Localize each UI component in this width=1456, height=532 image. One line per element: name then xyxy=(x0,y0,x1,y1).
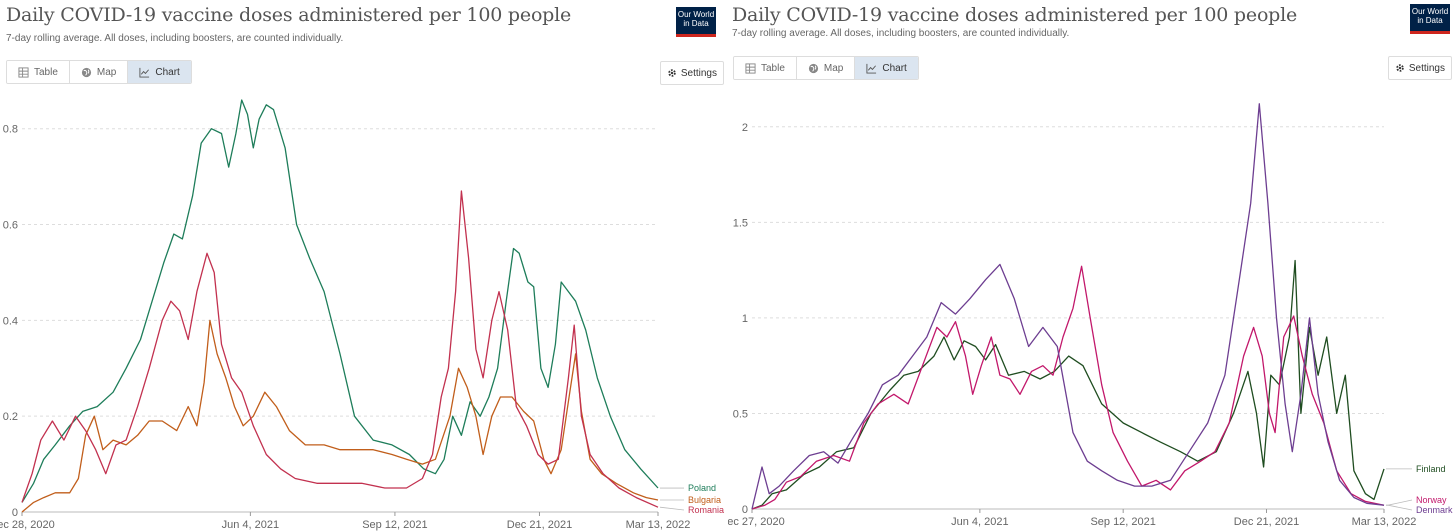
series-line-denmark xyxy=(751,103,1385,510)
x-tick-label: Jun 4, 2021 xyxy=(951,516,1009,528)
settings-label: Settings xyxy=(1408,62,1445,74)
tab-table[interactable]: Table xyxy=(734,57,797,79)
tab-map[interactable]: Map xyxy=(796,57,856,79)
tab-table[interactable]: Table xyxy=(7,61,70,83)
y-tick-label: 0.8 xyxy=(3,124,18,136)
line-chart-right: 0 0.5 1 1.5 2 Dec 27, 2020 Jun 4, 2021 Sep 12, … xyxy=(728,103,1453,528)
series-line-romania xyxy=(21,190,659,508)
legend-label-romania: Romania xyxy=(688,505,724,515)
y-tick-label: 0 xyxy=(12,507,18,519)
owid-logo[interactable]: Our World in Data xyxy=(1410,4,1450,34)
table-icon xyxy=(745,62,756,74)
legend-label-norway: Norway xyxy=(1416,495,1447,505)
chart-title: Daily COVID-19 vaccine doses administere… xyxy=(6,4,572,26)
settings-button[interactable]: Settings xyxy=(659,61,724,85)
owid-logo[interactable]: Our World in Data xyxy=(676,7,716,37)
tab-map[interactable]: Map xyxy=(69,61,129,83)
chart-panel-right: Daily COVID-19 vaccine doses administere… xyxy=(728,0,1456,532)
y-tick-label: 0.5 xyxy=(733,408,748,420)
settings-button[interactable]: Settings xyxy=(1387,56,1452,80)
tab-chart-label: Chart xyxy=(155,66,180,78)
y-tick-label: 1.5 xyxy=(733,217,748,229)
logo-text: Our World in Data xyxy=(1411,7,1449,25)
chart-icon xyxy=(139,67,150,78)
legend-label-bulgaria: Bulgaria xyxy=(688,495,721,505)
x-tick-label: Dec 27, 2020 xyxy=(728,516,785,528)
tab-chart[interactable]: Chart xyxy=(855,57,918,79)
settings-label: Settings xyxy=(680,67,717,79)
y-tick-label: 1 xyxy=(742,313,748,325)
x-tick-label: Mar 13, 2022 xyxy=(1352,516,1417,528)
legend-connector xyxy=(659,506,685,511)
legend-label-finland: Finland xyxy=(1416,464,1446,474)
legend-label-poland: Poland xyxy=(688,483,716,493)
y-tick-label: 0.4 xyxy=(3,315,18,327)
x-tick-label: Mar 13, 2022 xyxy=(626,519,691,531)
x-tick-label: Dec 21, 2021 xyxy=(507,519,572,531)
x-tick-label: Sep 12, 2021 xyxy=(1090,516,1155,528)
tab-chart-label: Chart xyxy=(882,62,907,74)
chart-title: Daily COVID-19 vaccine doses administere… xyxy=(732,4,1298,26)
tab-table-label: Table xyxy=(761,62,785,74)
gear-icon xyxy=(1396,64,1404,72)
y-tick-label: 0.6 xyxy=(3,220,18,232)
globe-icon xyxy=(81,67,91,77)
tab-chart[interactable]: Chart xyxy=(128,61,191,83)
globe-icon xyxy=(808,63,818,73)
chart-icon xyxy=(866,63,877,74)
legend-connector xyxy=(1386,504,1413,511)
logo-text: Our World in Data xyxy=(677,10,715,28)
tab-map-label: Map xyxy=(823,62,844,74)
legend-label-denmark: Denmark xyxy=(1416,505,1453,515)
y-tick-label: 2 xyxy=(742,122,748,134)
x-tick-label: Sep 12, 2021 xyxy=(362,519,427,531)
table-icon xyxy=(18,66,29,78)
tab-table-label: Table xyxy=(34,66,58,78)
legend-connector xyxy=(1386,499,1413,506)
view-tabs: Table Map Chart xyxy=(6,60,192,84)
gear-icon xyxy=(668,69,676,77)
x-tick-label: Jun 4, 2021 xyxy=(222,519,280,531)
chart-subtitle: 7-day rolling average. All doses, includ… xyxy=(732,28,1070,39)
series-line-finland xyxy=(751,259,1385,510)
tab-map-label: Map xyxy=(96,66,117,78)
y-tick-label: 0 xyxy=(742,504,748,516)
x-tick-label: Dec 21, 2021 xyxy=(1234,516,1299,528)
chart-panel-left: Daily COVID-19 vaccine doses administere… xyxy=(0,4,725,531)
series-line-norway xyxy=(751,265,1385,510)
series-line-poland xyxy=(21,99,659,503)
y-tick-label: 0.2 xyxy=(3,411,18,423)
chart-subtitle: 7-day rolling average. All doses, includ… xyxy=(6,33,344,44)
view-tabs: Table Map Chart xyxy=(733,56,919,80)
line-chart-left: 0 0.2 0.4 0.6 0.8 Dec 28, 2020 Jun 4, 2021 Sep … xyxy=(0,99,724,531)
x-tick-label: Dec 28, 2020 xyxy=(0,519,55,531)
